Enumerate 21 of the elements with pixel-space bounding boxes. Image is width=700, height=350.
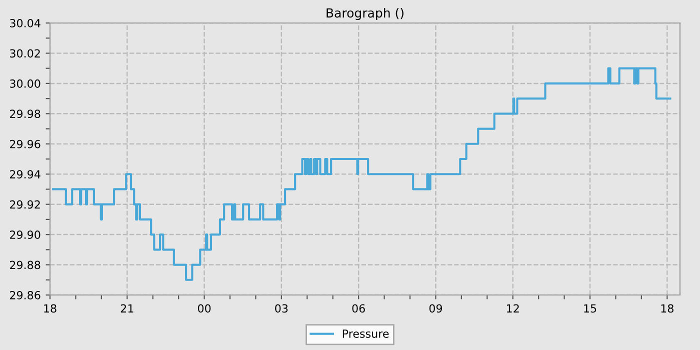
y-tick-label: 30.04 xyxy=(10,18,40,28)
x-tick-label: 03 xyxy=(275,304,288,313)
x-tick-label: 09 xyxy=(429,304,442,313)
y-tick-label: 29.96 xyxy=(10,140,40,148)
y-tick-label: 29.86 xyxy=(10,290,40,300)
y-tick-label: 29.94 xyxy=(10,170,40,178)
y-tick-label: 29.90 xyxy=(10,230,40,239)
x-tick-label: 15 xyxy=(584,304,596,313)
legend-label: Pressure xyxy=(342,330,389,338)
x-tick-label: 21 xyxy=(120,304,134,312)
y-tick-label: 29.98 xyxy=(10,110,40,118)
x-tick-label: 18 xyxy=(661,304,674,313)
x-tick-label: 12 xyxy=(507,304,519,312)
y-tick-label: 30.00 xyxy=(10,79,40,88)
y-tick-label: 30.02 xyxy=(10,49,40,58)
y-tick-label: 29.92 xyxy=(10,200,40,209)
chart-title: Barograph () xyxy=(326,8,404,20)
x-tick-label: 06 xyxy=(352,304,365,313)
x-tick-label: 00 xyxy=(198,304,211,313)
x-tick-label: 18 xyxy=(44,304,56,313)
y-tick-label: 29.88 xyxy=(10,260,40,270)
